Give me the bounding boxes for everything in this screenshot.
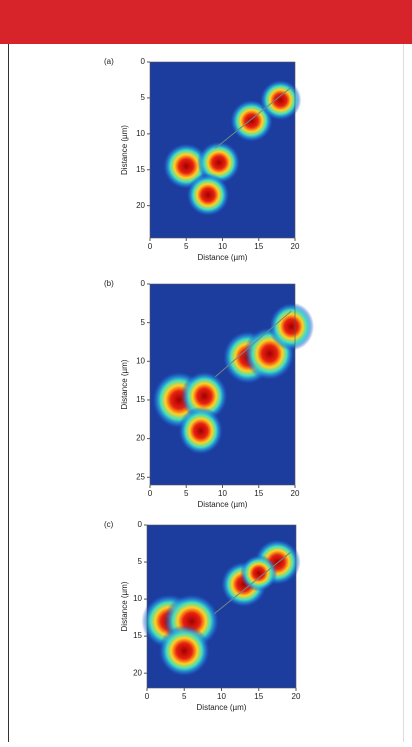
y-tick-label: 0 (141, 57, 146, 66)
y-tick-label: 25 (136, 472, 145, 481)
x-tick-label: 0 (148, 489, 153, 498)
x-tick-label: 10 (218, 242, 227, 251)
panel-label: (a) (104, 57, 114, 66)
y-axis-label: Distance (µm) (120, 125, 129, 175)
x-tick-label: 0 (145, 692, 150, 701)
y-tick-label: 5 (141, 318, 146, 327)
x-tick-label: 15 (254, 242, 263, 251)
figure: 0 5 10 15 20 0 5 10 15 20 Distance (µm) Distance (µ… (0, 0, 412, 742)
x-tick-label: 20 (291, 242, 300, 251)
x-tick-label: 20 (291, 489, 300, 498)
x-tick-label: 0 (148, 242, 153, 251)
x-tick-label: 5 (184, 242, 189, 251)
y-tick-label: 10 (136, 129, 145, 138)
y-tick-label: 10 (136, 356, 145, 365)
x-axis-label: Distance (µm) (198, 253, 248, 262)
x-tick-label: 10 (218, 489, 227, 498)
heat-spot (186, 173, 230, 216)
x-tick-label: 15 (254, 692, 263, 701)
y-tick-label: 15 (136, 395, 145, 404)
x-tick-label: 5 (184, 489, 189, 498)
heat-spot (158, 625, 210, 677)
y-axis-label: Distance (µm) (120, 359, 129, 409)
heat-spot (240, 555, 277, 592)
header-bar (0, 0, 412, 44)
panel-label: (b) (104, 279, 114, 288)
y-tick-label: 0 (138, 520, 143, 529)
x-tick-label: 15 (254, 489, 263, 498)
y-tick-label: 15 (133, 631, 142, 640)
panel-label: (c) (104, 520, 114, 529)
y-tick-label: 5 (141, 93, 146, 102)
x-axis-label: Distance (µm) (197, 703, 247, 712)
x-tick-label: 5 (182, 692, 187, 701)
heat-spot (178, 407, 223, 455)
y-tick-label: 15 (136, 165, 145, 174)
x-axis-label: Distance (µm) (198, 500, 248, 509)
y-tick-label: 0 (141, 279, 146, 288)
y-tick-label: 10 (133, 594, 142, 603)
y-tick-label: 5 (138, 557, 143, 566)
x-tick-label: 20 (292, 692, 301, 701)
heat-spot (269, 302, 314, 350)
y-tick-label: 20 (136, 434, 145, 443)
y-axis-label: Distance (µm) (120, 581, 129, 631)
y-tick-label: 20 (136, 201, 145, 210)
x-tick-label: 10 (217, 692, 226, 701)
y-tick-label: 20 (133, 668, 142, 677)
page: 0 5 10 15 20 0 5 10 15 20 Distance (µm) Distance (µ… (0, 0, 412, 742)
